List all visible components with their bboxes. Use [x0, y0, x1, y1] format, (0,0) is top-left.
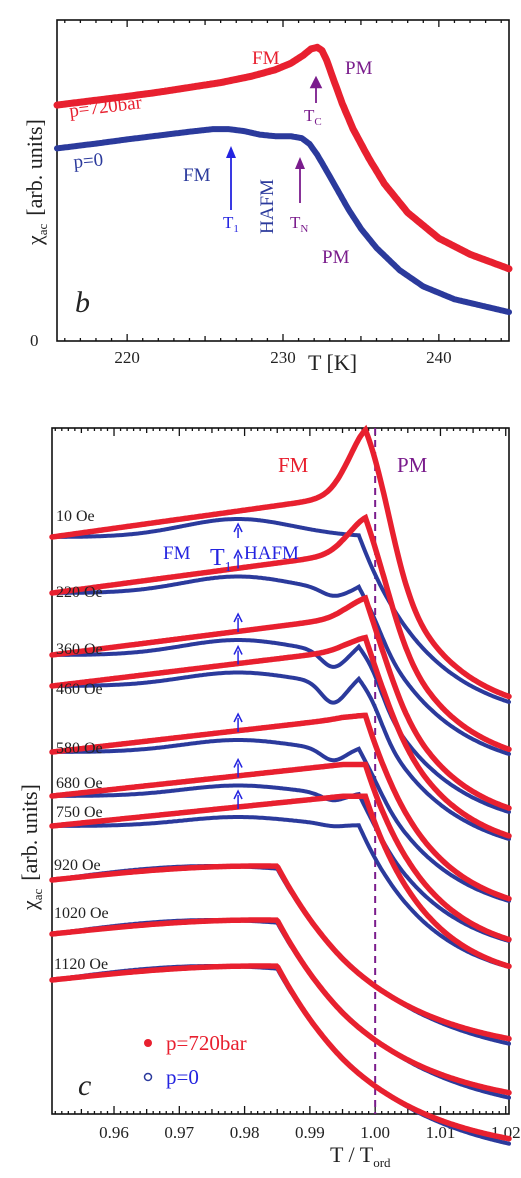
panel-c-curve-p0 [50, 738, 511, 903]
panel-c-xtick-label: 1.00 [360, 1123, 390, 1142]
panel-c-field-label: 920 Oe [54, 857, 101, 874]
panel-c-curves [49, 424, 512, 1146]
panel-c-field-label: 220 Oe [56, 584, 103, 601]
panel-c-xtick-label: 0.97 [164, 1123, 194, 1142]
panel-c-t1-arrows [233, 522, 243, 809]
panel-c-xtick-label: 0.98 [230, 1123, 260, 1142]
panel-c-t1-arrowhead [233, 522, 243, 533]
panel-c-xlabel: T / Tord [330, 1142, 391, 1170]
panel-c-fm-top: FM [278, 453, 309, 477]
panel-c-curve-p0 [50, 864, 511, 1046]
panel-b-pm-top: PM [345, 58, 373, 79]
panel-c-curve-p0 [50, 574, 511, 756]
panel-b-xtick-label: 220 [114, 348, 140, 367]
panel-c-xtick-label: 0.99 [295, 1123, 325, 1142]
panel-c-curve-p0 [50, 815, 511, 969]
panel-b-curves [53, 43, 513, 316]
panel-c-t1-hafm: HAFM [244, 543, 299, 564]
panel-b-fm-blue: FM [183, 165, 211, 186]
legend-label-720: p=720bar [166, 1031, 247, 1055]
panel-c-curve-p720 [49, 634, 512, 839]
panel-b-ticks: 220 230 240 [64, 20, 502, 367]
panel-c-field-label: 680 Oe [56, 775, 103, 792]
panel-b-yzero-label: 0 [30, 331, 39, 350]
panel-c-curve-p0 [50, 783, 511, 943]
panel-c-field-label: 10 Oe [56, 508, 95, 525]
panel-c-curve-p720 [49, 424, 512, 700]
panel-c-field-label: 750 Oe [56, 804, 103, 821]
panel-b-t1-arrowhead [226, 146, 236, 158]
legend-marker-filled [144, 1039, 152, 1047]
panel-c-frame [51, 427, 510, 1115]
panel-c-curve-p720 [49, 513, 512, 753]
panel-b-label-720: p=720bar [68, 92, 144, 122]
panel-c-curve-p0 [50, 638, 511, 814]
panel-c-t1-arrowhead [233, 712, 243, 723]
panel-c-t1-arrowhead [233, 612, 243, 623]
panel-b: 220 230 240 0 χac[arb. units] T [K] b FM P… [22, 19, 513, 375]
panel-c-field-label: 1120 Oe [54, 956, 108, 973]
panel-c-curve-p0 [50, 918, 511, 1100]
panel-b-pm-bottom: PM [322, 247, 350, 268]
panel-c-curve-p0 [50, 670, 511, 841]
panel-b-series-p720 [53, 43, 513, 273]
panel-b-t1-label: T1 [223, 213, 239, 235]
panel-b-xtick-label: 230 [270, 348, 296, 367]
panel-b-label-p0: p=0 [73, 149, 104, 173]
panel-c-curve-p0 [50, 517, 511, 704]
panel-c-field-label: 1020 Oe [54, 905, 109, 922]
panel-b-series-p0 [54, 126, 512, 316]
panel-c-curve-p0 [50, 964, 511, 1146]
panel-c-pm-top: PM [397, 453, 428, 477]
legend-marker-open [143, 1072, 153, 1082]
panel-c-curve-p720 [49, 761, 512, 943]
panel-c-field-label: 580 Oe [56, 740, 103, 757]
panel-c-curve-p720 [49, 793, 512, 970]
panel-c-ylabel: χac[arb. units] [17, 784, 45, 911]
panel-c-curve-p720 [49, 917, 512, 1096]
panel-b-xlabel: T [K] [308, 350, 357, 375]
panel-b-tn-arrowhead [295, 157, 305, 169]
panel-c-t1: T1 [210, 545, 232, 575]
panel-c-t1-arrowhead [233, 757, 243, 768]
panel-c-field-labels: 10 Oe 220 Oe 360 Oe 460 Oe 580 Oe 680 Oe 750 O… [54, 508, 109, 973]
panel-b-tc-label: TC [304, 106, 322, 128]
panel-c-curve-p720 [49, 963, 512, 1142]
panel-c-t1-arrowhead [233, 789, 243, 800]
panel-c-field-label: 460 Oe [56, 681, 103, 698]
panel-c-xtick-label: 0.96 [99, 1123, 129, 1142]
panel-b-ylabel: χac[arb. units] [22, 119, 50, 246]
panel-b-xtick-label: 240 [426, 348, 452, 367]
legend-label-p0: p=0 [166, 1065, 199, 1089]
panel-b-letter: b [75, 286, 90, 319]
panel-b-tn-label: TN [290, 213, 308, 235]
panel-c-t1-fm: FM [163, 543, 191, 564]
panel-c-curve-p720 [49, 863, 512, 1042]
panel-c-t1-arrowhead [233, 548, 243, 559]
panel-b-fm-red: FM [252, 48, 280, 69]
panel-c-t1-arrowhead [233, 644, 243, 655]
panel-c-letter: c [78, 1069, 91, 1102]
panel-c-field-label: 360 Oe [56, 641, 103, 658]
panel-b-hafm-label: HAFM [257, 179, 278, 234]
panel-c-curve-p720 [49, 594, 512, 811]
panel-c-curve-p720 [49, 712, 512, 902]
panel-c-legend: p=720bar p=0 [143, 1031, 247, 1089]
